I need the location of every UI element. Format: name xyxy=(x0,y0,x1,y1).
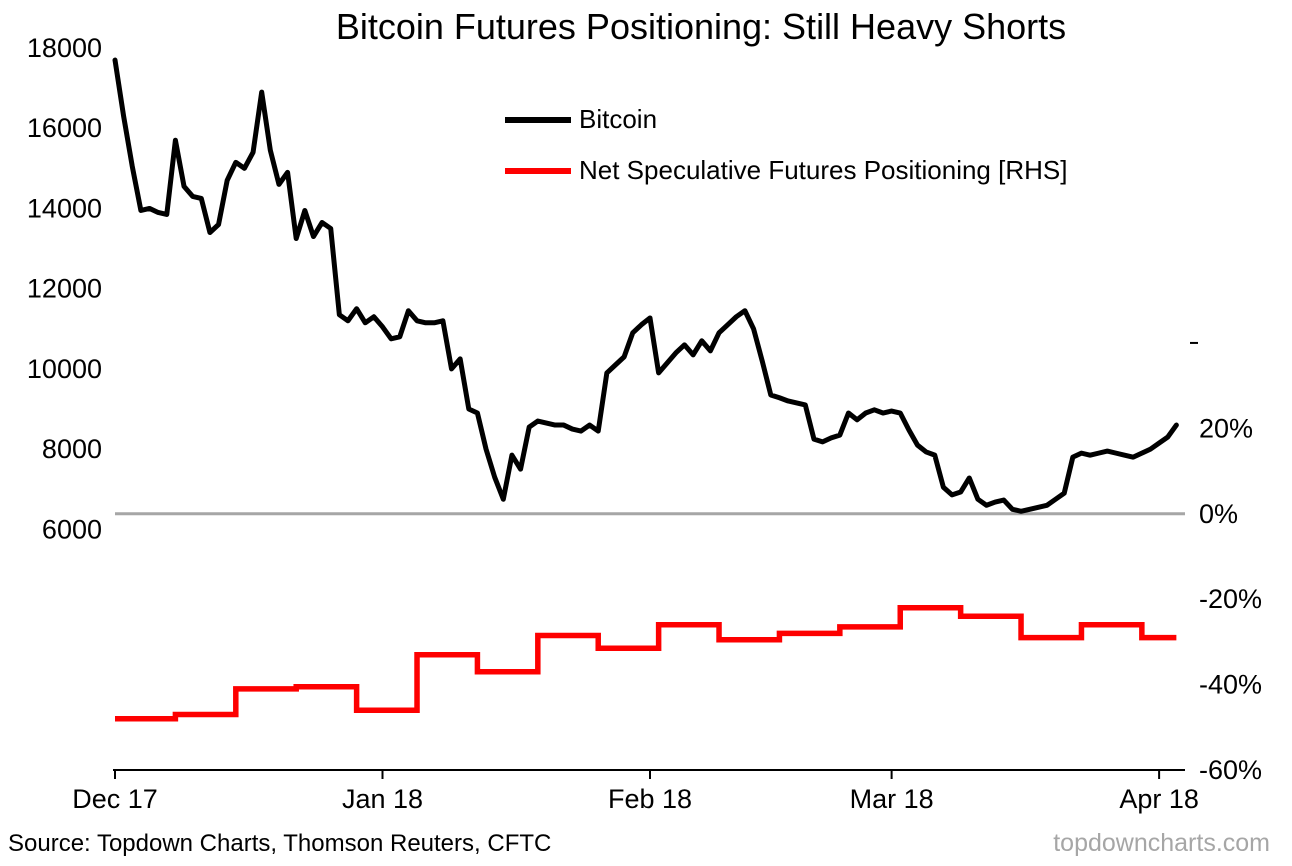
bitcoin-line-swatch-icon xyxy=(505,116,571,123)
chart-title: Bitcoin Futures Positioning: Still Heavy… xyxy=(335,6,1067,47)
x-axis-label: Feb 18 xyxy=(608,784,692,814)
left-axis-label: 14000 xyxy=(27,193,102,223)
left-axis-label: 18000 xyxy=(27,33,102,63)
watermark: topdowncharts.com xyxy=(1053,829,1270,857)
left-axis-label: 6000 xyxy=(42,514,102,544)
right-axis-label: 0% xyxy=(1199,499,1238,529)
legend-item-bitcoin: Bitcoin xyxy=(505,104,1067,135)
positioning-line-swatch-icon xyxy=(505,167,571,174)
legend-label: Net Speculative Futures Positioning [RHS… xyxy=(579,155,1068,185)
left-axis-label: 10000 xyxy=(27,354,102,384)
legend: Bitcoin Net Speculative Futures Position… xyxy=(505,104,1067,186)
right-axis-label: -60% xyxy=(1199,755,1262,785)
right-axis-label: -20% xyxy=(1199,584,1262,614)
x-axis-label: Mar 18 xyxy=(850,784,934,814)
x-axis-label: Dec 17 xyxy=(72,784,158,814)
legend-item-positioning: Net Speculative Futures Positioning [RHS… xyxy=(505,155,1067,186)
series-positioning-line xyxy=(115,604,1177,722)
right-axis-label: -40% xyxy=(1199,670,1262,700)
x-axis-label: Apr 18 xyxy=(1119,784,1199,814)
left-axis-label: 8000 xyxy=(42,434,102,464)
legend-label: Bitcoin xyxy=(579,104,658,134)
series-bitcoin-line xyxy=(112,57,1179,514)
left-axis-label: 16000 xyxy=(27,113,102,143)
source-note: Source: Topdown Charts, Thomson Reuters,… xyxy=(8,830,552,857)
left-axis-label: 12000 xyxy=(27,274,102,304)
right-axis-label: 20% xyxy=(1199,413,1253,443)
x-axis-label: Jan 18 xyxy=(342,784,423,814)
